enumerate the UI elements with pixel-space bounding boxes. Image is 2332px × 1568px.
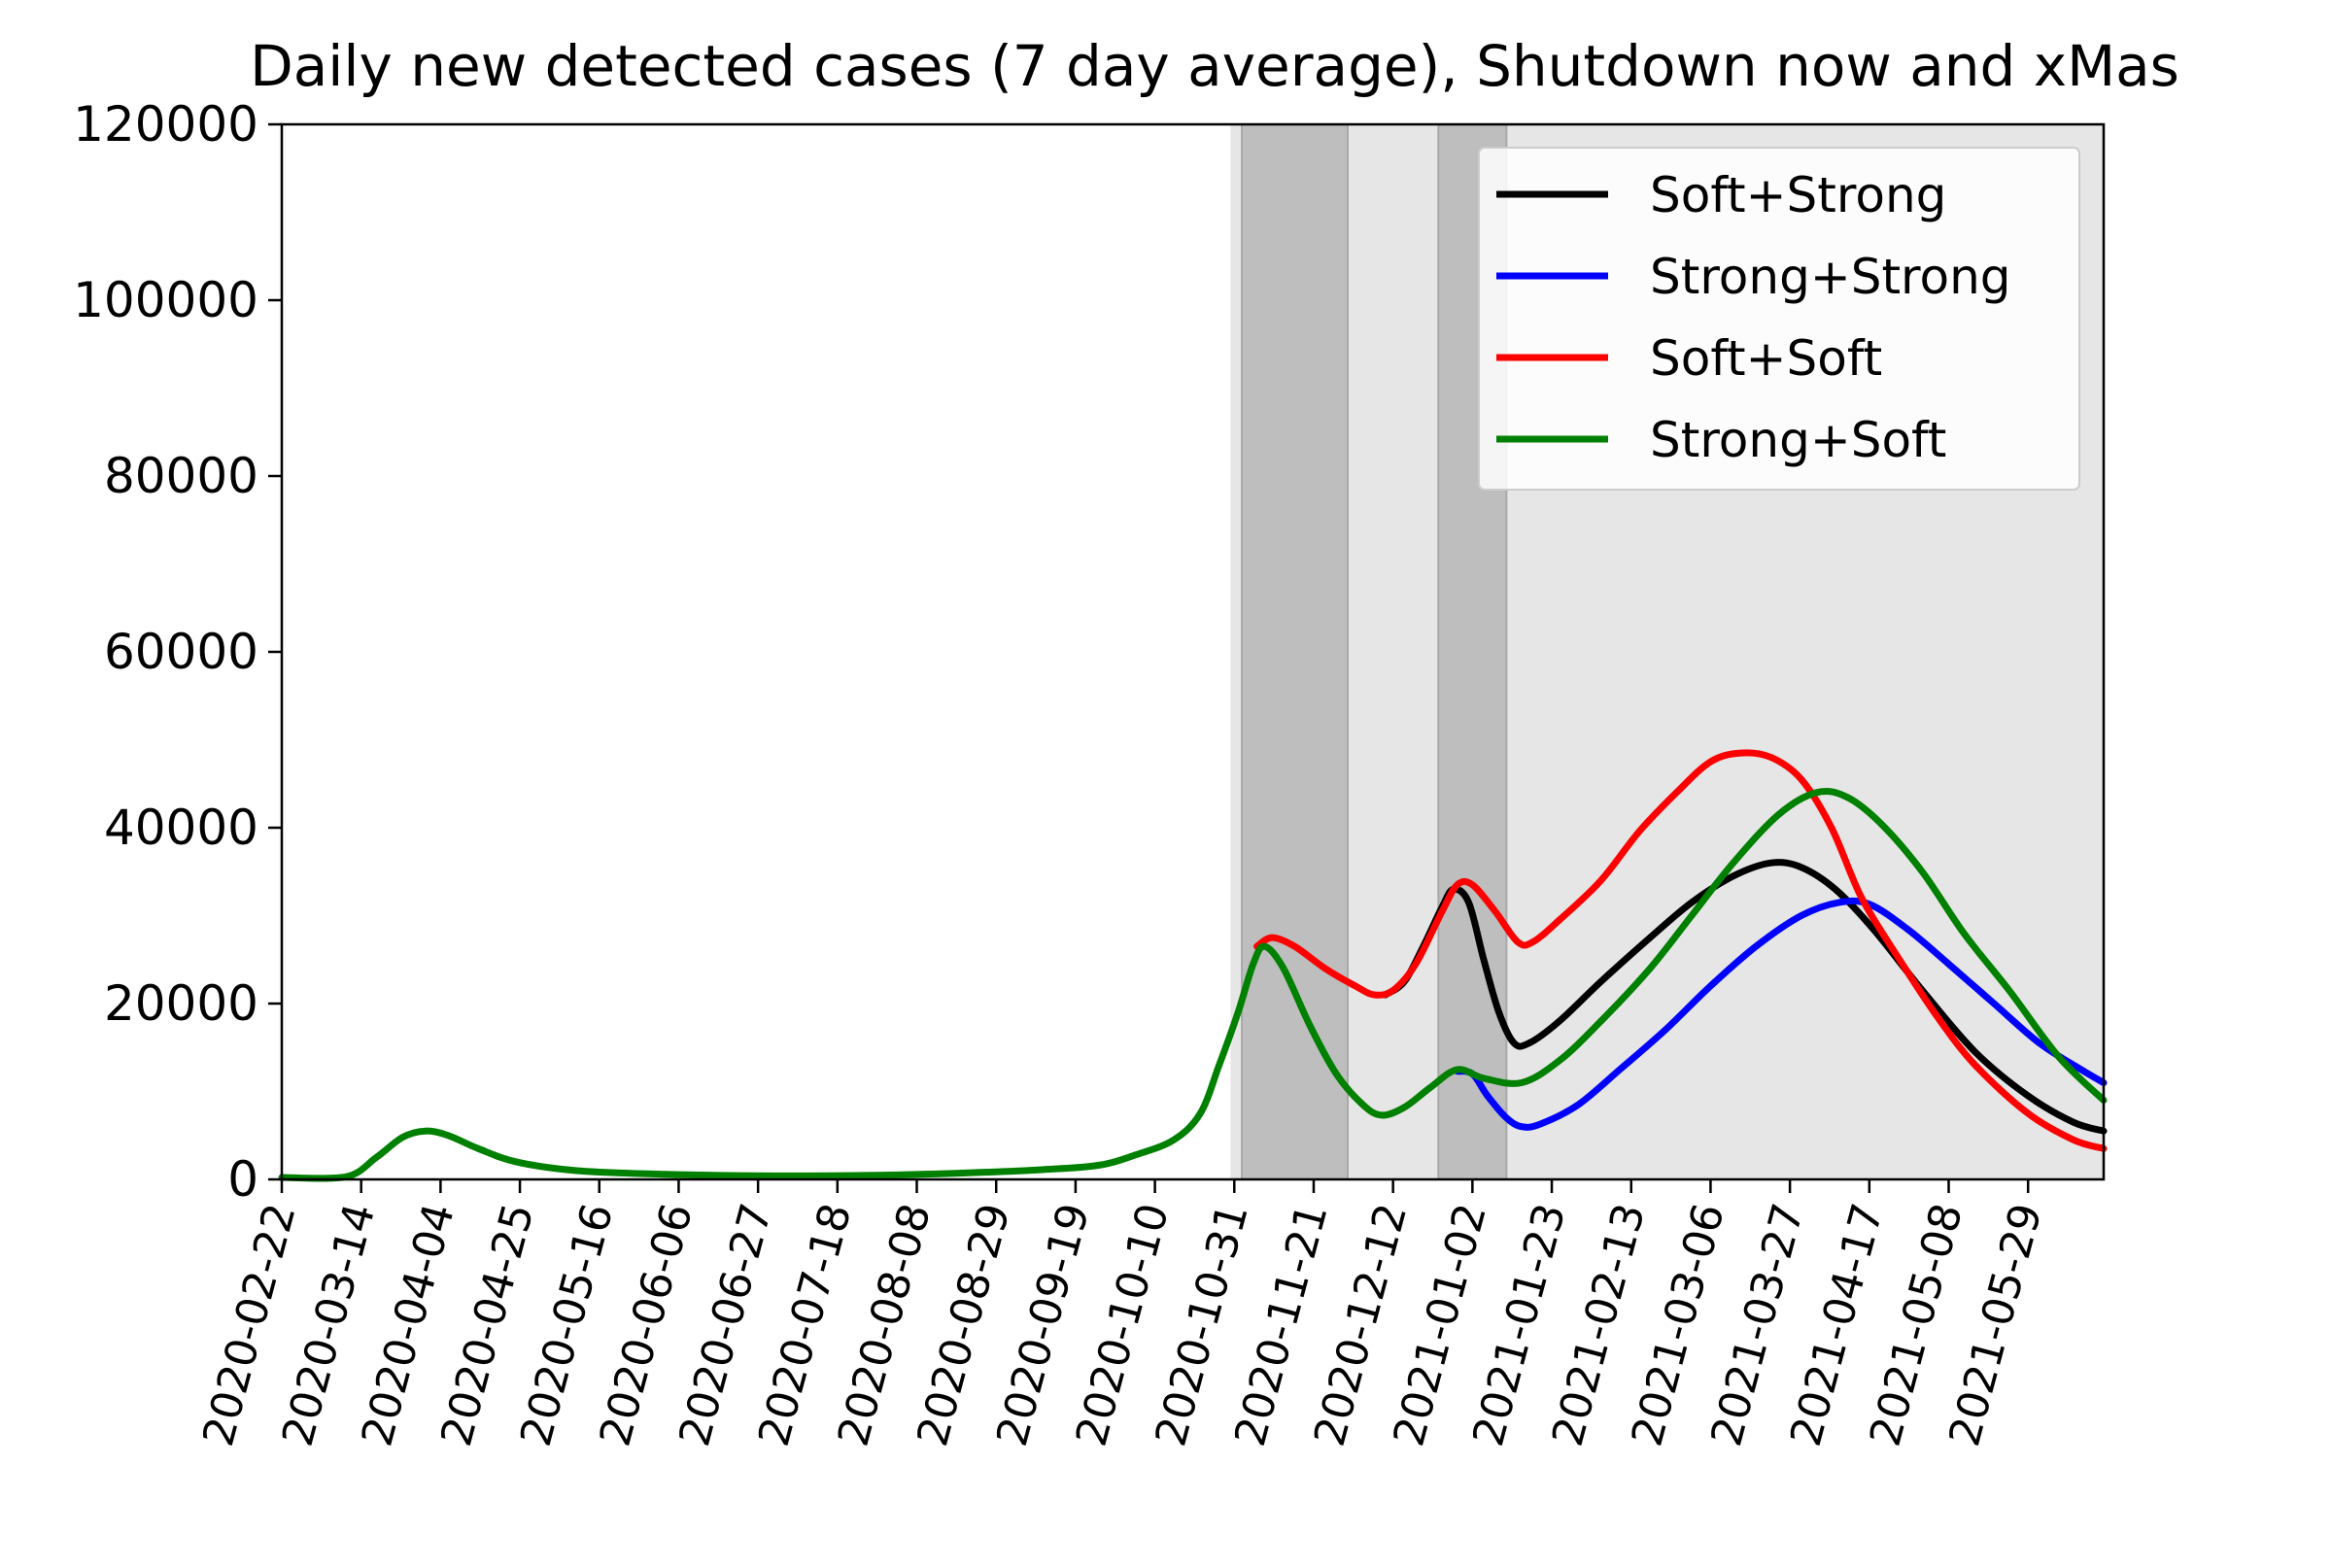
legend-label: Soft+Strong bbox=[1650, 167, 1946, 223]
chart-title: Daily new detected cases (7 day average)… bbox=[250, 33, 2179, 99]
shaded-period-dark-1 bbox=[1241, 123, 1349, 1180]
y-axis: 0 20000 40000 60000 80000 100000 120000 bbox=[73, 96, 282, 1208]
legend: Soft+Strong Strong+Strong Soft+Soft Strong+… bbox=[1478, 147, 2080, 491]
series-lines bbox=[278, 749, 2108, 1182]
series-line-2 bbox=[1253, 749, 2108, 1152]
y-tick-label: 120000 bbox=[73, 96, 258, 153]
legend-label: Soft+Soft bbox=[1650, 330, 1882, 387]
y-tick-label: 0 bbox=[227, 1151, 258, 1208]
series-line-3 bbox=[278, 787, 2108, 1182]
series-line-1 bbox=[1454, 897, 2108, 1131]
y-tick-label: 80000 bbox=[104, 448, 258, 504]
y-tick-label: 100000 bbox=[73, 272, 258, 328]
y-tick-label: 40000 bbox=[104, 800, 258, 856]
y-tick-label: 60000 bbox=[104, 624, 258, 680]
legend-label: Strong+Soft bbox=[1650, 412, 1946, 468]
legend-label: Strong+Strong bbox=[1650, 249, 2011, 305]
y-tick-label: 20000 bbox=[104, 975, 258, 1032]
legend-box bbox=[1478, 147, 2080, 491]
